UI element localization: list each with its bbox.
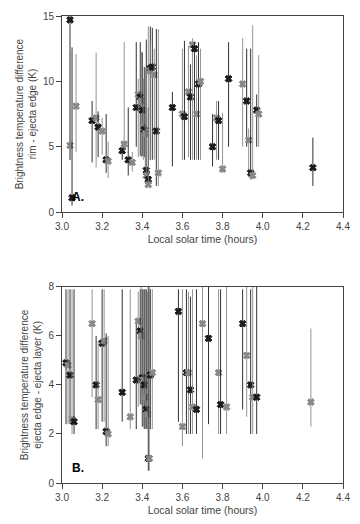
svg-text:15: 15 [43, 11, 55, 22]
svg-text:10: 10 [43, 76, 55, 87]
svg-text:Local solar time (hours): Local solar time (hours) [148, 233, 258, 245]
svg-text:4.0: 4.0 [256, 492, 270, 503]
svg-text:Brightness temperature differe: Brightness temperature differencerim - e… [14, 38, 38, 189]
svg-text:B.: B. [72, 461, 84, 475]
svg-text:3.2: 3.2 [95, 492, 109, 503]
svg-text:3.4: 3.4 [135, 492, 149, 503]
svg-text:Local solar time (hours): Local solar time (hours) [148, 504, 258, 516]
svg-text:3.8: 3.8 [216, 492, 230, 503]
svg-text:3.6: 3.6 [175, 492, 189, 503]
svg-text:3.4: 3.4 [135, 221, 149, 232]
svg-text:8: 8 [48, 281, 54, 292]
svg-text:0: 0 [48, 207, 54, 218]
svg-text:2: 2 [48, 428, 54, 439]
svg-text:3.0: 3.0 [55, 492, 69, 503]
svg-text:3.2: 3.2 [95, 221, 109, 232]
svg-text:3.0: 3.0 [55, 221, 69, 232]
svg-text:Brightness temperature differe: Brightness temperature differenceejecta … [19, 309, 43, 460]
svg-text:4: 4 [48, 379, 54, 390]
svg-text:A.: A. [72, 190, 84, 204]
svg-text:4.0: 4.0 [256, 221, 270, 232]
svg-text:3.8: 3.8 [216, 221, 230, 232]
svg-text:0: 0 [48, 478, 54, 489]
svg-text:6: 6 [48, 330, 54, 341]
svg-text:4.2: 4.2 [296, 492, 310, 503]
svg-text:4.4: 4.4 [336, 221, 350, 232]
svg-text:3.6: 3.6 [175, 221, 189, 232]
svg-text:5: 5 [48, 141, 54, 152]
svg-text:4.4: 4.4 [336, 492, 350, 503]
svg-text:4.2: 4.2 [296, 221, 310, 232]
